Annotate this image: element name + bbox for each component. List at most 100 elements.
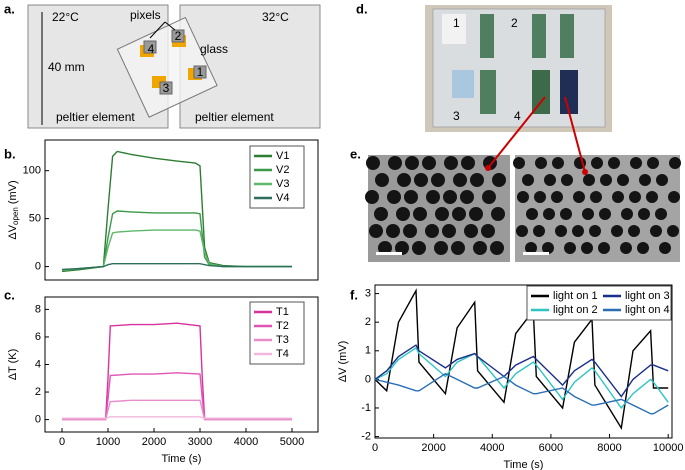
x-tick-label: 0 <box>372 442 378 454</box>
pore <box>386 224 400 238</box>
scale-bar <box>376 252 402 255</box>
pore <box>453 173 467 187</box>
x-tick-label: 5000 <box>280 436 304 448</box>
y-tick-label: 1 <box>365 345 371 357</box>
pore <box>656 174 668 186</box>
pore <box>513 157 525 169</box>
pore <box>469 207 483 221</box>
pore <box>611 225 623 237</box>
pore <box>647 157 659 169</box>
pore <box>425 224 439 238</box>
y-axis-label-main: ΔV <box>7 224 19 239</box>
y-tick-label: -1 <box>361 402 371 414</box>
arrow <box>149 21 166 39</box>
arrow <box>487 96 546 169</box>
scale-bar <box>523 252 549 255</box>
photo-label: 2 <box>511 16 518 30</box>
x-tick-label: 3000 <box>188 436 212 448</box>
device <box>532 70 550 114</box>
legend-label: T4 <box>276 348 289 360</box>
y-tick-label: 3 <box>365 287 371 299</box>
legend-label: light on 1 <box>553 290 598 302</box>
panel-label: c. <box>4 287 15 302</box>
legend-label: V2 <box>276 164 289 176</box>
pixel-number: 2 <box>175 29 182 43</box>
pore <box>667 225 679 237</box>
pixel <box>171 29 186 47</box>
pore <box>630 157 642 169</box>
arrow <box>164 21 176 31</box>
pore <box>655 208 667 220</box>
pore <box>564 242 576 254</box>
y-axis-label-unit: (mV) <box>7 180 19 204</box>
y-tick-label: 6 <box>35 331 41 343</box>
y-tick-label: 2 <box>365 316 371 328</box>
pore <box>659 242 671 254</box>
y-tick-label: 100 <box>23 165 41 177</box>
panel-a: 4 2 3 1 22°C 32°C pixels glass 40 mm pel… <box>27 4 321 129</box>
pixel <box>188 65 207 80</box>
legend-label: V1 <box>276 150 289 162</box>
pore <box>412 241 426 255</box>
photo-label: 4 <box>514 109 521 123</box>
pore <box>374 207 388 221</box>
series-line <box>61 150 292 273</box>
pore <box>669 157 681 169</box>
pore <box>612 191 624 203</box>
pixel-number: 1 <box>197 65 204 79</box>
y-tick-label: -2 <box>361 430 371 442</box>
pore <box>621 208 633 220</box>
pore <box>551 191 563 203</box>
series-line <box>61 210 292 272</box>
plot-frame <box>374 284 673 439</box>
panel-label: b. <box>4 146 16 161</box>
electrode <box>560 14 574 58</box>
pore <box>638 208 650 220</box>
y-axis-label: ΔT (K) <box>7 349 19 381</box>
pore <box>443 190 457 204</box>
x-tick-label: 4000 <box>234 436 258 448</box>
legend-label: V4 <box>276 192 289 204</box>
photo-label: 1 <box>453 16 460 30</box>
panel-d: 1 2 3 4 <box>425 5 612 132</box>
x-tick-label: 0 <box>59 436 65 448</box>
pore <box>492 173 506 187</box>
pore <box>460 190 474 204</box>
pore <box>552 157 564 169</box>
pore <box>442 224 456 238</box>
pore <box>560 208 572 220</box>
x-tick-label: 2000 <box>142 436 166 448</box>
pore <box>435 207 449 221</box>
pore <box>650 225 662 237</box>
pore <box>404 190 418 204</box>
pore <box>461 156 475 170</box>
y-axis-label: ΔVopen (mV) <box>7 180 20 239</box>
x-tick-label: 8000 <box>597 442 621 454</box>
pore <box>397 173 411 187</box>
pore <box>525 242 537 254</box>
pore <box>444 156 458 170</box>
pore <box>543 208 555 220</box>
legend-label: light on 3 <box>625 290 670 302</box>
electrode <box>532 14 546 58</box>
panel-label: f. <box>350 287 358 302</box>
series-line <box>62 372 292 421</box>
pore <box>413 207 427 221</box>
legend-label: T3 <box>276 334 289 346</box>
pore <box>572 225 584 237</box>
pore <box>668 191 680 203</box>
label: 40 mm <box>48 60 85 74</box>
pore <box>591 157 603 169</box>
device <box>452 70 474 98</box>
y-axis-label-main: ΔV (mV) <box>337 341 349 383</box>
pore <box>431 173 445 187</box>
pore <box>481 224 495 238</box>
y-tick-label: 4 <box>35 358 41 370</box>
pixel <box>140 40 157 57</box>
y-axis-label-main: ΔT (K) <box>7 349 19 381</box>
series-line <box>61 229 292 272</box>
label: glass <box>200 42 228 56</box>
series-line <box>374 288 669 430</box>
series-line <box>374 344 669 398</box>
photo-label: 3 <box>453 109 460 123</box>
